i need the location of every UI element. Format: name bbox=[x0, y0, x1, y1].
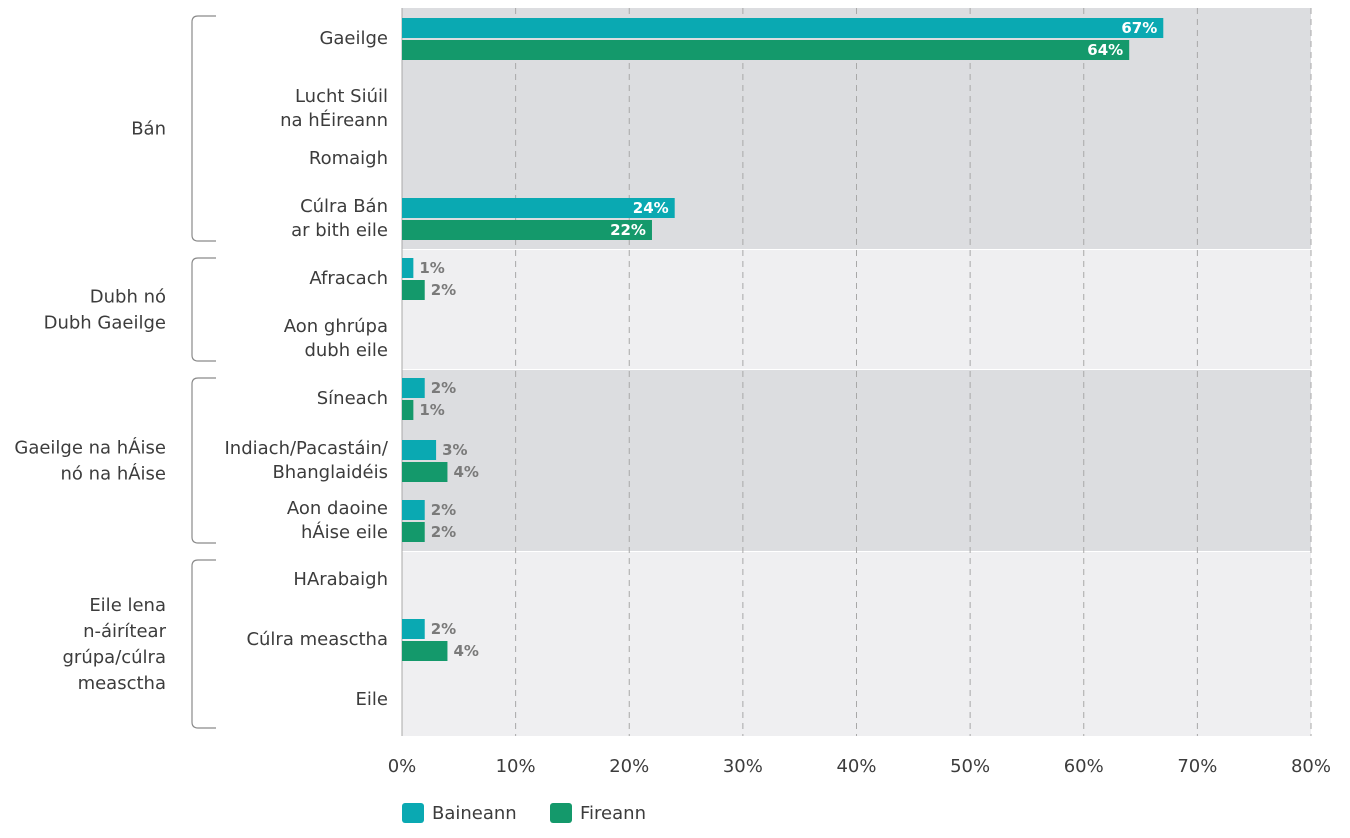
group-label-line: Eile lena bbox=[89, 595, 166, 616]
bar-baineann bbox=[402, 198, 675, 218]
category-label-line: Aon daoine bbox=[287, 498, 388, 519]
category-label: Aon daoine hÁise eile bbox=[287, 498, 388, 543]
group-label-line: nó na hÁise bbox=[61, 463, 166, 485]
value-label: 4% bbox=[453, 642, 478, 660]
category-label-line: hÁise eile bbox=[301, 521, 388, 543]
bar-fireann bbox=[402, 220, 652, 240]
value-label: 2% bbox=[431, 379, 456, 397]
x-tick-label: 20% bbox=[609, 756, 649, 777]
group-bracket bbox=[191, 377, 216, 544]
category-label-line: Lucht Siúil bbox=[295, 86, 388, 107]
group-label-line: measctha bbox=[78, 673, 166, 694]
category-label-line: Gaeilge bbox=[319, 28, 388, 49]
value-label: 24% bbox=[633, 199, 669, 217]
group-label-line: n-áirítear bbox=[83, 621, 166, 642]
category-label-line: Bhanglaidéis bbox=[272, 462, 388, 483]
category-label: Cúlra measctha bbox=[246, 629, 388, 650]
bar-fireann bbox=[402, 641, 448, 661]
value-label: 67% bbox=[1121, 19, 1157, 37]
value-label: 2% bbox=[431, 281, 456, 299]
x-tick-label: 0% bbox=[388, 756, 417, 777]
value-label: 2% bbox=[431, 523, 456, 541]
value-label: 1% bbox=[419, 401, 444, 419]
category-label-line: ar bith eile bbox=[291, 220, 388, 241]
group-label: Bán bbox=[131, 119, 166, 140]
x-tick-label: 80% bbox=[1291, 756, 1331, 777]
value-label: 4% bbox=[453, 463, 478, 481]
category-label: Romaigh bbox=[309, 148, 388, 169]
bar-fireann bbox=[402, 462, 448, 482]
category-label-line: Romaigh bbox=[309, 148, 388, 169]
category-label: Aon ghrúpa dubh eile bbox=[284, 316, 388, 361]
value-label: 2% bbox=[431, 501, 456, 519]
category-label: Síneach bbox=[317, 388, 388, 409]
bar-baineann bbox=[402, 619, 425, 639]
bar-fireann bbox=[402, 522, 425, 542]
category-label-line: Aon ghrúpa bbox=[284, 316, 388, 337]
group-label-line: Dubh nó bbox=[90, 287, 166, 308]
category-label-line: Eile bbox=[356, 689, 388, 710]
x-tick-label: 10% bbox=[496, 756, 536, 777]
category-label-line: Cúlra Bán bbox=[300, 196, 388, 217]
bar-baineann bbox=[402, 18, 1164, 38]
group-label: Gaeilge na hÁise nó na hÁise bbox=[14, 437, 166, 485]
category-label-line: na hÉireann bbox=[280, 109, 388, 131]
bar-fireann bbox=[402, 400, 414, 420]
group-band bbox=[402, 552, 1311, 736]
x-tick-label: 70% bbox=[1177, 756, 1217, 777]
legend-label: Baineann bbox=[432, 803, 517, 824]
x-tick-label: 30% bbox=[723, 756, 763, 777]
bar-baineann bbox=[402, 440, 437, 460]
category-label-line: Cúlra measctha bbox=[246, 629, 388, 650]
bar-baineann bbox=[402, 500, 425, 520]
x-tick-label: 50% bbox=[950, 756, 990, 777]
group-bracket bbox=[191, 257, 216, 362]
bar-baineann bbox=[402, 378, 425, 398]
bar-fireann bbox=[402, 40, 1130, 60]
group-label-line: Bán bbox=[131, 119, 166, 140]
category-label: Afracach bbox=[309, 268, 388, 289]
category-label-line: Síneach bbox=[317, 388, 388, 409]
group-bracket bbox=[191, 559, 216, 729]
category-label-line: Afracach bbox=[309, 268, 388, 289]
category-label: Indiach/Pacastáin/Bhanglaidéis bbox=[225, 438, 389, 483]
legend-swatch-baineann bbox=[402, 803, 424, 823]
category-label: Eile bbox=[356, 689, 388, 710]
legend-label: Fireann bbox=[580, 803, 646, 824]
x-tick-label: 60% bbox=[1064, 756, 1104, 777]
group-label-line: Gaeilge na hÁise bbox=[14, 437, 166, 459]
bar-fireann bbox=[402, 280, 425, 300]
value-label: 3% bbox=[442, 441, 467, 459]
category-label: Gaeilge bbox=[319, 28, 388, 49]
group-label-line: Dubh Gaeilge bbox=[44, 313, 166, 334]
category-label-line: Indiach/Pacastáin/ bbox=[225, 438, 389, 459]
group-label-line: grúpa/cúlra bbox=[63, 647, 167, 668]
value-label: 1% bbox=[419, 259, 444, 277]
category-label: HArabaigh bbox=[293, 569, 388, 590]
value-label: 22% bbox=[610, 221, 646, 239]
group-label: Eile lena n-áirítear grúpa/cúlra measctha bbox=[63, 595, 167, 694]
category-label-line: dubh eile bbox=[304, 340, 388, 361]
group-bracket bbox=[191, 15, 216, 242]
value-label: 2% bbox=[431, 620, 456, 638]
x-tick-label: 40% bbox=[836, 756, 876, 777]
category-label: Lucht Siúil na hÉireann bbox=[280, 86, 388, 131]
category-label-line: HArabaigh bbox=[293, 569, 388, 590]
group-label: Dubh nó Dubh Gaeilge bbox=[44, 287, 166, 334]
value-label: 64% bbox=[1087, 41, 1123, 59]
legend-swatch-fireann bbox=[550, 803, 572, 823]
category-label: Cúlra Bán ar bith eile bbox=[291, 196, 388, 241]
bar-baineann bbox=[402, 258, 414, 278]
